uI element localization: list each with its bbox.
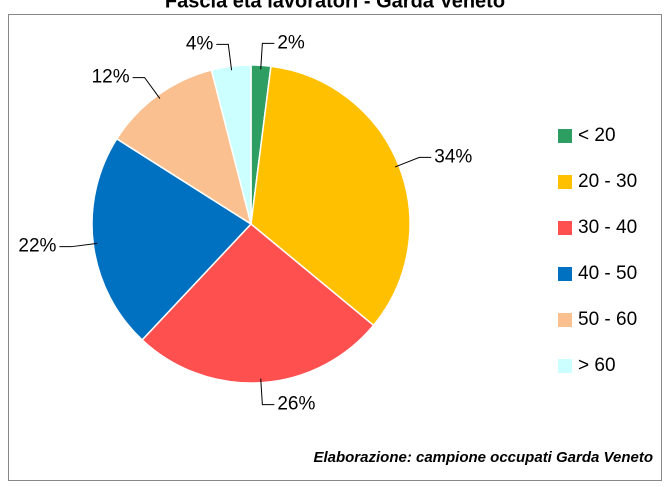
- legend-label: > 60: [578, 355, 616, 376]
- data-label: 2%: [277, 32, 305, 53]
- leader-line: [59, 242, 98, 248]
- legend-swatch: [558, 313, 572, 327]
- leader-line: [260, 42, 275, 70]
- leader-line: [132, 77, 161, 99]
- data-label: 34%: [434, 146, 472, 167]
- legend-label: 40 - 50: [578, 263, 637, 284]
- legend-swatch: [558, 129, 572, 143]
- data-label: 4%: [186, 33, 214, 54]
- data-label: 26%: [277, 394, 315, 415]
- data-label: 12%: [92, 67, 130, 88]
- leader-line: [394, 156, 432, 168]
- data-label: 22%: [18, 236, 56, 257]
- legend-label: 50 - 60: [578, 309, 637, 330]
- chart-title: Fascia età lavoratori - Garda Veneto: [165, 0, 505, 12]
- legend-swatch: [558, 359, 572, 373]
- annotation: Elaborazione: campione occupati Garda Ve…: [313, 449, 653, 466]
- legend-label: 20 - 30: [578, 171, 637, 192]
- legend-label: 30 - 40: [578, 217, 637, 238]
- legend-swatch: [558, 267, 572, 281]
- legend-swatch: [558, 175, 572, 189]
- legend-label: < 20: [578, 125, 616, 146]
- leader-line: [216, 43, 233, 71]
- legend-swatch: [558, 221, 572, 235]
- leader-line: [260, 378, 275, 406]
